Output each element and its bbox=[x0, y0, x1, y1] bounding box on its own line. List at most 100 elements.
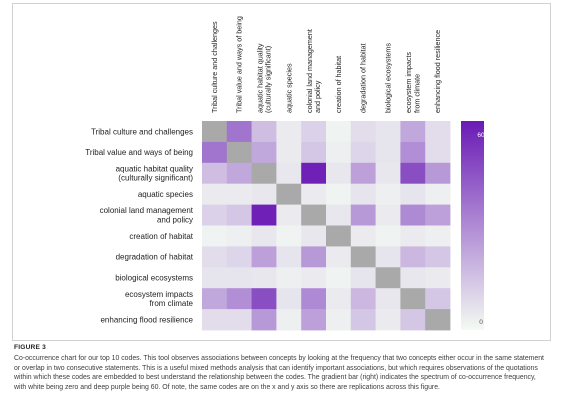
heatmap-cell-colonial-land-management-and-policy-x-ecosystem-impacts-from-climate bbox=[400, 204, 426, 226]
heatmap-cell-ecosystem-impacts-from-climate-x-biological-ecosystems bbox=[375, 288, 401, 310]
y-tick-label-creation-of-habitat: creation of habitat bbox=[129, 232, 193, 241]
heatmap-cell-aquatic-species-x-colonial-land-management-and-policy bbox=[301, 183, 327, 205]
y-tick-label-ecosystem-impacts-from-climate: ecosystem impacts from climate bbox=[125, 290, 194, 308]
heatmap-cell-creation-of-habitat-x-aquatic-habitat-quality-culturally-significant bbox=[251, 225, 277, 247]
heatmap-cell-aquatic-habitat-quality-culturally-significant-x-degradation-of-habitat bbox=[350, 162, 376, 185]
heatmap-cell-aquatic-habitat-quality-culturally-significant-x-aquatic-species bbox=[276, 162, 302, 185]
y-tick-label-tribal-culture-and-challenges: Tribal culture and challenges bbox=[91, 127, 193, 136]
heatmap-cell-tribal-culture-and-challenges-x-aquatic-habitat-quality-culturally-significant bbox=[251, 121, 277, 143]
heatmap-cell-tribal-value-and-ways-of-being-x-aquatic-habitat-quality-culturally-significant bbox=[251, 141, 277, 164]
heatmap-cell-tribal-culture-and-challenges-x-degradation-of-habitat bbox=[350, 121, 376, 143]
heatmap-cell-tribal-value-and-ways-of-being-x-tribal-value-and-ways-of-being bbox=[226, 141, 252, 164]
heatmap-cell-biological-ecosystems-x-aquatic-species bbox=[276, 267, 302, 289]
color-scale-min-label: 0 bbox=[479, 319, 483, 326]
heatmap-cell-degradation-of-habitat-x-degradation-of-habitat bbox=[350, 246, 376, 268]
heatmap-cell-colonial-land-management-and-policy-x-creation-of-habitat bbox=[326, 204, 352, 226]
heatmap-cell-ecosystem-impacts-from-climate-x-tribal-value-and-ways-of-being bbox=[226, 288, 252, 310]
color-scale-max-label: 60 bbox=[477, 132, 485, 139]
heatmap-cell-enhancing-flood-resilience-x-ecosystem-impacts-from-climate bbox=[400, 309, 426, 331]
heatmap-cell-degradation-of-habitat-x-ecosystem-impacts-from-climate bbox=[400, 246, 426, 268]
heatmap-cell-ecosystem-impacts-from-climate-x-creation-of-habitat bbox=[326, 288, 352, 310]
y-tick-label-aquatic-species: aquatic species bbox=[138, 190, 193, 199]
color-scale-bar bbox=[461, 121, 484, 330]
heatmap-cell-ecosystem-impacts-from-climate-x-degradation-of-habitat bbox=[350, 288, 376, 310]
heatmap-cell-colonial-land-management-and-policy-x-degradation-of-habitat bbox=[350, 204, 376, 226]
heatmap-cell-enhancing-flood-resilience-x-creation-of-habitat bbox=[326, 309, 352, 331]
heatmap-cell-creation-of-habitat-x-tribal-value-and-ways-of-being bbox=[226, 225, 252, 247]
heatmap-cell-creation-of-habitat-x-biological-ecosystems bbox=[375, 225, 401, 247]
heatmap-cell-aquatic-species-x-enhancing-flood-resilience bbox=[425, 183, 451, 205]
heatmap-cell-creation-of-habitat-x-enhancing-flood-resilience bbox=[425, 225, 451, 247]
heatmap-cell-tribal-value-and-ways-of-being-x-tribal-culture-and-challenges bbox=[202, 141, 228, 164]
heatmap-cell-creation-of-habitat-x-colonial-land-management-and-policy bbox=[301, 225, 327, 247]
heatmap-cell-colonial-land-management-and-policy-x-colonial-land-management-and-policy bbox=[301, 204, 327, 226]
x-tick-label-tribal-culture-and-challenges: Tribal culture and challenges bbox=[210, 21, 219, 113]
heatmap-cell-ecosystem-impacts-from-climate-x-enhancing-flood-resilience bbox=[425, 288, 451, 310]
heatmap-cell-tribal-value-and-ways-of-being-x-colonial-land-management-and-policy bbox=[301, 141, 327, 164]
x-tick-label-aquatic-species: aquatic species bbox=[284, 63, 293, 113]
heatmap-cell-aquatic-species-x-tribal-culture-and-challenges bbox=[202, 183, 228, 205]
heatmap-chart: Tribal culture and challenges Tribal valu… bbox=[85, 16, 485, 331]
heatmap-cell-aquatic-habitat-quality-culturally-significant-x-aquatic-habitat-quality-culturally-significant bbox=[251, 162, 277, 185]
heatmap-cell-enhancing-flood-resilience-x-degradation-of-habitat bbox=[350, 309, 376, 331]
heatmap-cell-colonial-land-management-and-policy-x-enhancing-flood-resilience bbox=[425, 204, 451, 226]
y-tick-label-enhancing-flood-resilience: enhancing flood resilience bbox=[100, 315, 193, 324]
heatmap-cell-aquatic-habitat-quality-culturally-significant-x-colonial-land-management-and-policy bbox=[301, 162, 327, 185]
heatmap-cell-enhancing-flood-resilience-x-enhancing-flood-resilience bbox=[425, 309, 451, 331]
heatmap-cell-degradation-of-habitat-x-creation-of-habitat bbox=[326, 246, 352, 268]
heatmap-cell-aquatic-habitat-quality-culturally-significant-x-creation-of-habitat bbox=[326, 162, 352, 185]
heatmap-cell-creation-of-habitat-x-aquatic-species bbox=[276, 225, 302, 247]
heatmap-cell-tribal-value-and-ways-of-being-x-degradation-of-habitat bbox=[350, 141, 376, 164]
x-tick-label-creation-of-habitat: creation of habitat bbox=[334, 56, 343, 113]
heatmap-cell-biological-ecosystems-x-colonial-land-management-and-policy bbox=[301, 267, 327, 289]
x-tick-label-enhancing-flood-resilience: enhancing flood resilience bbox=[433, 30, 442, 113]
heatmap-cell-creation-of-habitat-x-creation-of-habitat bbox=[326, 225, 352, 247]
heatmap-cell-creation-of-habitat-x-ecosystem-impacts-from-climate bbox=[400, 225, 426, 247]
heatmap-cell-aquatic-species-x-creation-of-habitat bbox=[326, 183, 352, 205]
heatmap-cell-tribal-culture-and-challenges-x-biological-ecosystems bbox=[375, 121, 401, 143]
heatmap-cell-enhancing-flood-resilience-x-colonial-land-management-and-policy bbox=[301, 309, 327, 331]
x-tick-label-ecosystem-impacts-from-climate: ecosystem impactsfrom climate bbox=[404, 51, 421, 113]
heatmap-cell-degradation-of-habitat-x-aquatic-species bbox=[276, 246, 302, 268]
heatmap-cell-biological-ecosystems-x-tribal-value-and-ways-of-being bbox=[226, 267, 252, 289]
heatmap-cell-degradation-of-habitat-x-colonial-land-management-and-policy bbox=[301, 246, 327, 268]
x-tick-label-colonial-land-management-and-policy: colonial land managementand policy bbox=[305, 29, 322, 113]
heatmap-cell-colonial-land-management-and-policy-x-aquatic-species bbox=[276, 204, 302, 226]
heatmap-cell-tribal-value-and-ways-of-being-x-biological-ecosystems bbox=[375, 141, 401, 164]
color-scale-legend: 60 0 bbox=[461, 121, 485, 330]
heatmap-cell-aquatic-species-x-tribal-value-and-ways-of-being bbox=[226, 183, 252, 205]
heatmap-cell-degradation-of-habitat-x-aquatic-habitat-quality-culturally-significant bbox=[251, 246, 277, 268]
heatmap-cell-aquatic-habitat-quality-culturally-significant-x-enhancing-flood-resilience bbox=[425, 162, 451, 185]
heatmap-cell-tribal-culture-and-challenges-x-ecosystem-impacts-from-climate bbox=[400, 121, 426, 143]
x-axis-tick-labels: Tribal culture and challenges Tribal valu… bbox=[210, 16, 442, 113]
heatmap-cell-tribal-value-and-ways-of-being-x-enhancing-flood-resilience bbox=[425, 141, 451, 164]
heatmap-cell-creation-of-habitat-x-degradation-of-habitat bbox=[350, 225, 376, 247]
heatmap-cell-biological-ecosystems-x-aquatic-habitat-quality-culturally-significant bbox=[251, 267, 277, 289]
heatmap-cell-ecosystem-impacts-from-climate-x-tribal-culture-and-challenges bbox=[202, 288, 228, 310]
heatmap-cell-ecosystem-impacts-from-climate-x-ecosystem-impacts-from-climate bbox=[400, 288, 426, 310]
heatmap-cell-aquatic-species-x-biological-ecosystems bbox=[375, 183, 401, 205]
heatmap-cell-degradation-of-habitat-x-tribal-value-and-ways-of-being bbox=[226, 246, 252, 268]
heatmap-cell-creation-of-habitat-x-tribal-culture-and-challenges bbox=[202, 225, 228, 247]
heatmap-cell-aquatic-habitat-quality-culturally-significant-x-tribal-value-and-ways-of-being bbox=[226, 162, 252, 185]
heatmap-cell-enhancing-flood-resilience-x-biological-ecosystems bbox=[375, 309, 401, 331]
y-tick-label-colonial-land-management-and-policy: colonial land management and policy bbox=[100, 206, 194, 224]
heatmap-cell-biological-ecosystems-x-creation-of-habitat bbox=[326, 267, 352, 289]
heatmap-cell-tribal-culture-and-challenges-x-enhancing-flood-resilience bbox=[425, 121, 451, 143]
heatmap-cell-aquatic-species-x-degradation-of-habitat bbox=[350, 183, 376, 205]
figure-label: FIGURE 3 bbox=[14, 344, 47, 351]
x-tick-label-biological-ecosystems: biological ecosystems bbox=[384, 43, 393, 113]
heatmap-cell-tribal-value-and-ways-of-being-x-aquatic-species bbox=[276, 141, 302, 164]
heatmap-cell-ecosystem-impacts-from-climate-x-aquatic-species bbox=[276, 288, 302, 310]
heatmap-cell-ecosystem-impacts-from-climate-x-colonial-land-management-and-policy bbox=[301, 288, 327, 310]
heatmap-cell-biological-ecosystems-x-biological-ecosystems bbox=[375, 267, 401, 289]
heatmap-cell-enhancing-flood-resilience-x-tribal-culture-and-challenges bbox=[202, 309, 228, 331]
x-tick-label-degradation-of-habitat: degradation of habitat bbox=[359, 43, 368, 113]
heatmap-cell-enhancing-flood-resilience-x-tribal-value-and-ways-of-being bbox=[226, 309, 252, 331]
heatmap-cell-degradation-of-habitat-x-enhancing-flood-resilience bbox=[425, 246, 451, 268]
heatmap-cell-tribal-value-and-ways-of-being-x-ecosystem-impacts-from-climate bbox=[400, 141, 426, 164]
heatmap-cell-tribal-culture-and-challenges-x-creation-of-habitat bbox=[326, 121, 352, 143]
figure-caption: Co-occurrence chart for our top 10 codes… bbox=[14, 355, 544, 391]
y-tick-label-tribal-value-and-ways-of-being: Tribal value and ways of being bbox=[85, 148, 193, 157]
heatmap-cell-enhancing-flood-resilience-x-aquatic-species bbox=[276, 309, 302, 331]
